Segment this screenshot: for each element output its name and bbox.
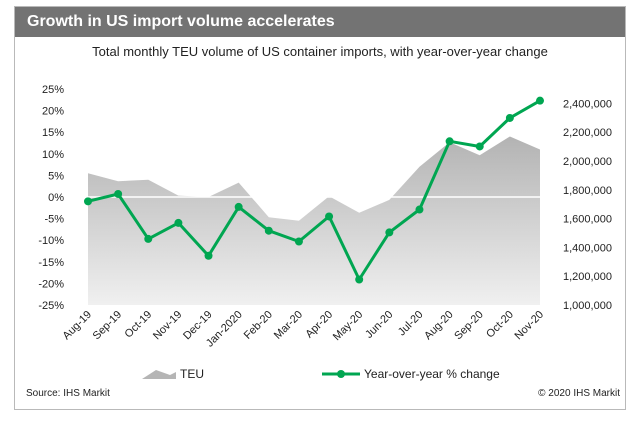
yoy-point	[234, 202, 243, 211]
y-right-tick-label: 1,000,000	[563, 300, 612, 312]
y-right-tick-label: 1,400,000	[563, 242, 612, 254]
yoy-point	[415, 205, 424, 214]
x-tick-label: Oct-20	[484, 309, 516, 341]
yoy-point	[204, 251, 213, 260]
x-tick-label: Aug-19	[61, 309, 95, 343]
copyright-label: © 2020 IHS Markit	[538, 388, 620, 399]
y-right-tick-label: 2,400,000	[563, 98, 612, 110]
yoy-line	[87, 99, 541, 281]
teu-area	[88, 136, 540, 305]
x-tick-label: Aug-20	[422, 309, 456, 343]
y-left-tick-label: 25%	[42, 84, 64, 96]
x-tick-label: Nov-20	[513, 309, 547, 343]
y-left-tick-label: -10%	[38, 235, 64, 247]
chart-header-title: Growth in US import volume accelerates	[27, 13, 335, 30]
title-bar: Growth in US import volume accelerates	[15, 7, 625, 37]
legend-teu-label: TEU	[180, 367, 204, 381]
y-left-tick-label: 20%	[42, 106, 64, 118]
x-tick-label: May-20	[331, 309, 365, 343]
yoy-point	[505, 113, 514, 122]
x-tick-label: Feb-20	[242, 309, 275, 342]
legend-yoy-label: Year-over-year % change	[364, 367, 500, 381]
legend-teu-swatch	[142, 370, 176, 379]
x-tick-label: Mar-20	[272, 309, 305, 342]
yoy-point	[84, 197, 92, 206]
y-left-tick-label: -5%	[44, 214, 64, 226]
x-tick-label: Sep-19	[91, 309, 125, 343]
y-left-tick-label: 5%	[48, 170, 64, 182]
x-tick-label: Oct-19	[123, 309, 155, 341]
chart-title: Total monthly TEU volume of US container…	[92, 44, 548, 59]
yoy-point	[355, 275, 364, 284]
yoy-point	[294, 237, 303, 246]
x-tick-label: Nov-19	[151, 309, 185, 343]
y-right-tick-label: 1,200,000	[563, 271, 612, 283]
y-right-tick-label: 1,600,000	[563, 214, 612, 226]
yoy-point	[114, 189, 123, 198]
yoy-point	[445, 137, 454, 146]
yoy-point	[264, 226, 273, 235]
y-left-tick-label: 10%	[42, 149, 64, 161]
x-tick-label: Jun-20	[363, 309, 395, 341]
x-tick-label: Sep-20	[452, 309, 486, 343]
legend-yoy-marker	[337, 370, 345, 378]
x-tick-label: Apr-20	[303, 309, 335, 341]
yoy-point	[174, 218, 183, 227]
source-label: Source: IHS Markit	[26, 388, 110, 399]
y-left-tick-label: -20%	[38, 278, 64, 290]
y-left-tick-label: 0%	[48, 192, 64, 204]
y-left-tick-label: -25%	[38, 300, 64, 312]
y-right-tick-label: 2,200,000	[563, 127, 612, 139]
yoy-point	[475, 142, 484, 151]
y-right-tick-label: 1,800,000	[563, 185, 612, 197]
y-right-tick-label: 2,000,000	[563, 156, 612, 168]
yoy-point	[325, 212, 334, 221]
yoy-point	[385, 228, 394, 237]
yoy-point	[144, 234, 153, 243]
y-left-tick-label: 15%	[42, 127, 64, 139]
yoy-point	[536, 96, 544, 105]
y-left-tick-label: -15%	[38, 257, 64, 269]
